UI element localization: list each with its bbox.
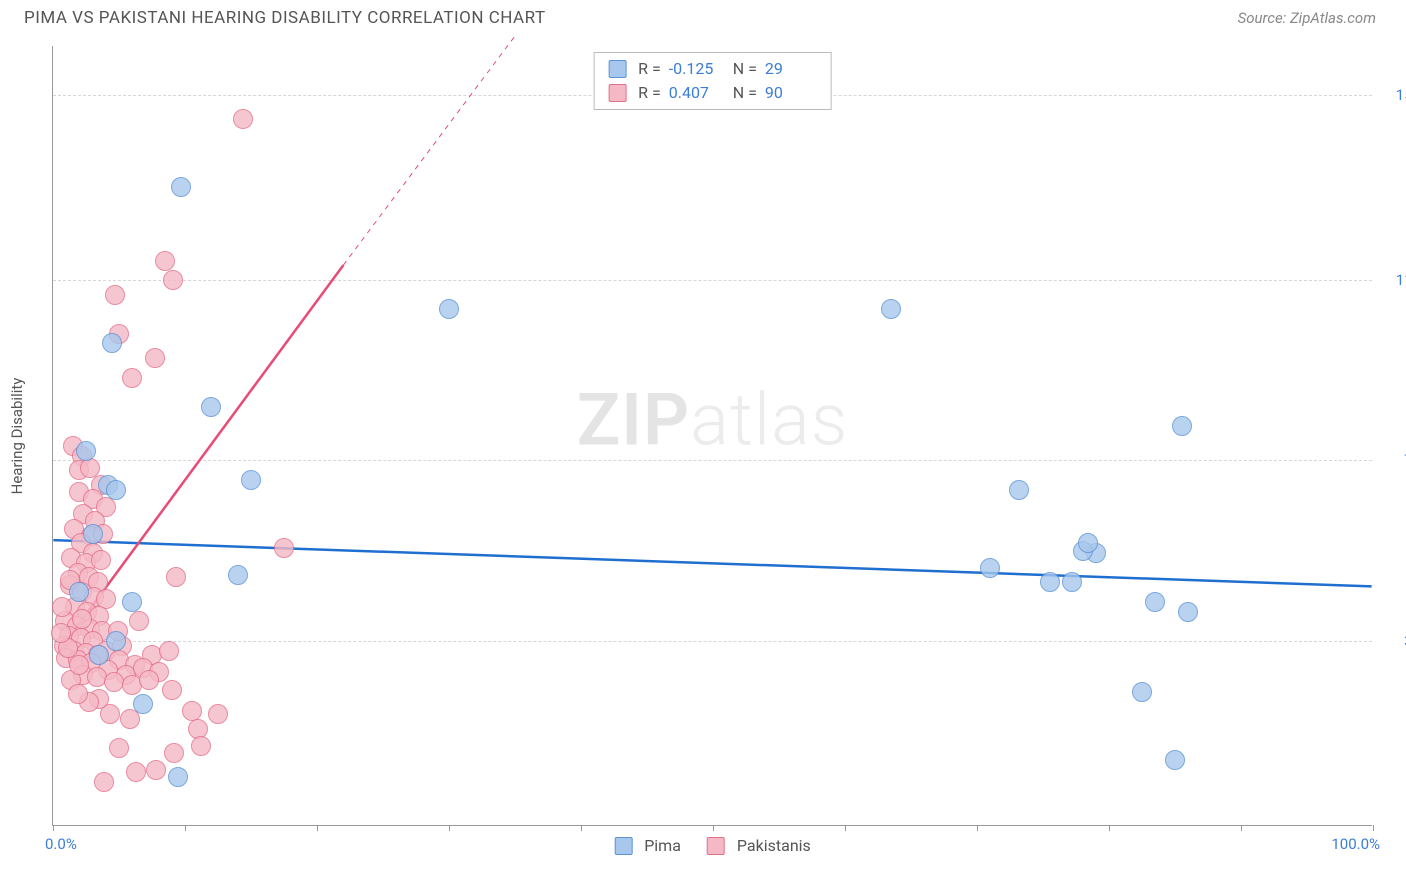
pakistanis-marker [155, 251, 175, 271]
pima-marker [1178, 602, 1198, 622]
x-tick [713, 825, 714, 831]
pakistanis-marker [274, 538, 294, 558]
pakistanis-marker [105, 285, 125, 305]
x-tick [1241, 825, 1242, 831]
pima-marker [76, 441, 96, 461]
trend-line [53, 540, 1371, 586]
pima-marker [1040, 572, 1060, 592]
pima-marker [69, 582, 89, 602]
pakistanis-marker [145, 348, 165, 368]
x-tick [845, 825, 846, 831]
x-tick [1373, 825, 1374, 831]
pakistanis-r-value: 0.407 [669, 81, 721, 105]
pakistanis-marker [129, 611, 149, 631]
pima-marker [168, 767, 188, 787]
trend-line [343, 36, 514, 265]
legend-pakistanis-swatch [707, 837, 725, 855]
pima-marker [106, 480, 126, 500]
gridline [53, 460, 1372, 461]
x-tick [977, 825, 978, 831]
pakistanis-swatch [608, 84, 626, 102]
pakistanis-marker [69, 655, 89, 675]
watermark: ZIPatlas [577, 377, 849, 462]
pakistanis-marker [166, 567, 186, 587]
x-tick [317, 825, 318, 831]
stats-row-pakistanis: R = 0.407 N = 90 [608, 81, 817, 105]
watermark-bold: ZIP [577, 377, 690, 462]
pakistanis-marker [52, 597, 72, 617]
stats-legend-box: R = -0.125 N = 29 R = 0.407 N = 90 [593, 52, 832, 110]
pima-swatch [608, 60, 626, 78]
pakistanis-marker [146, 760, 166, 780]
pakistanis-marker [94, 772, 114, 792]
pima-marker [980, 558, 1000, 578]
pakistanis-marker [208, 704, 228, 724]
pima-n-value: 29 [765, 57, 817, 81]
pima-marker [133, 694, 153, 714]
pima-marker [1165, 750, 1185, 770]
pakistanis-marker [233, 109, 253, 129]
watermark-rest: atlas [690, 377, 848, 462]
pakistanis-marker [164, 743, 184, 763]
pima-marker [102, 333, 122, 353]
pakistanis-marker [162, 680, 182, 700]
legend-item-pakistanis: Pakistanis [707, 836, 811, 855]
pima-marker [1132, 682, 1152, 702]
chart-title: PIMA VS PAKISTANI HEARING DISABILITY COR… [24, 8, 546, 28]
legend-pima-swatch [614, 837, 632, 855]
x-axis-max-label: 100.0% [1331, 835, 1380, 853]
x-tick [185, 825, 186, 831]
pima-marker [228, 565, 248, 585]
pima-marker [83, 524, 103, 544]
pakistanis-marker [191, 736, 211, 756]
legend-pakistanis-label: Pakistanis [737, 836, 811, 855]
pima-marker [122, 592, 142, 612]
bottom-legend: Pima Pakistanis [614, 836, 811, 855]
pima-marker [1062, 572, 1082, 592]
x-tick [1109, 825, 1110, 831]
x-axis-min-label: 0.0% [45, 835, 77, 853]
pakistanis-marker [68, 684, 88, 704]
y-tick-label: 11.2% [1378, 271, 1406, 289]
pima-marker [89, 645, 109, 665]
y-axis-title: Hearing Disability [8, 377, 26, 494]
pakistanis-marker [91, 550, 111, 570]
pakistanis-marker [139, 670, 159, 690]
trend-lines [53, 46, 1372, 825]
pakistanis-marker [163, 270, 183, 290]
pima-marker [171, 177, 191, 197]
pakistanis-marker [109, 738, 129, 758]
source-attribution: Source: ZipAtlas.com [1238, 9, 1376, 27]
pima-marker [201, 397, 221, 417]
pima-marker [241, 470, 261, 490]
pakistanis-marker [51, 623, 71, 643]
pima-marker [1145, 592, 1165, 612]
pakistanis-marker [122, 368, 142, 388]
y-tick-label: 15.0% [1378, 86, 1406, 104]
pima-marker [1078, 533, 1098, 553]
y-tick-label: 3.8% [1378, 632, 1406, 650]
gridline [53, 280, 1372, 281]
legend-pima-label: Pima [644, 836, 681, 855]
pakistanis-n-value: 90 [765, 81, 817, 105]
pima-marker [881, 299, 901, 319]
pima-marker [439, 299, 459, 319]
pakistanis-marker [159, 641, 179, 661]
pakistanis-marker [72, 609, 92, 629]
pima-r-value: -0.125 [669, 57, 721, 81]
pakistanis-marker [104, 672, 124, 692]
x-tick [449, 825, 450, 831]
scatter-chart: Hearing Disability 3.8%7.5%11.2%15.0% ZI… [52, 46, 1372, 826]
pima-marker [1172, 416, 1192, 436]
pima-marker [1009, 480, 1029, 500]
legend-item-pima: Pima [614, 836, 681, 855]
pima-marker [106, 631, 126, 651]
y-tick-label: 7.5% [1378, 451, 1406, 469]
pakistanis-marker [126, 762, 146, 782]
x-tick [581, 825, 582, 831]
gridline [53, 641, 1372, 642]
stats-row-pima: R = -0.125 N = 29 [608, 57, 817, 81]
x-tick [53, 825, 54, 831]
